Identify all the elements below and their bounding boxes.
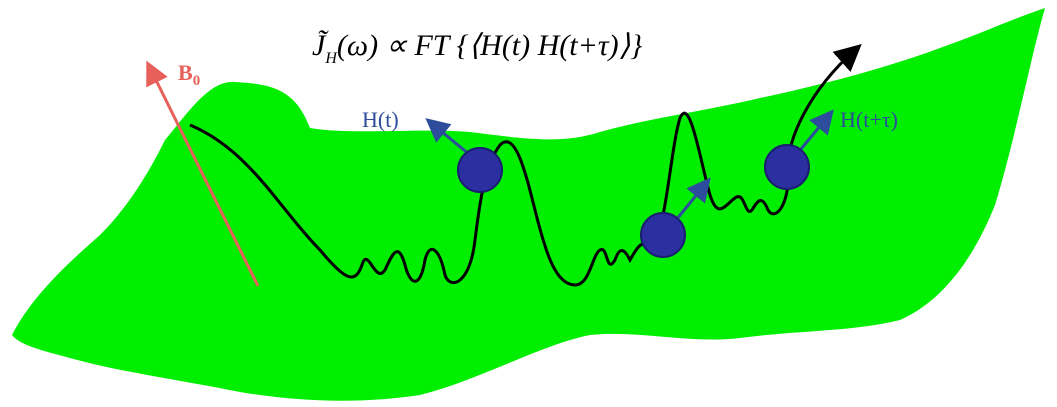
spin — [764, 144, 810, 190]
spin — [640, 212, 686, 258]
start-label: H(t) — [362, 107, 399, 132]
start-vector — [425, 118, 471, 157]
spin — [457, 147, 503, 193]
end-label: H(t+τ) — [840, 107, 898, 132]
field-label: B0 — [178, 60, 200, 89]
field-sub: 0 — [193, 73, 201, 89]
b0-arrow — [146, 60, 260, 287]
formula-rest: (ω) ∝ FT {⟨H(t) H(t+τ)⟩} — [337, 29, 642, 62]
formula-symbol: J̃ — [312, 29, 329, 62]
trajectory — [189, 44, 862, 287]
field-main: B — [178, 60, 193, 85]
formula-sub: H — [324, 50, 338, 67]
formula: J̃H(ω) ∝ FT {⟨H(t) H(t+τ)⟩} — [312, 29, 642, 67]
green-region — [12, 8, 1045, 401]
